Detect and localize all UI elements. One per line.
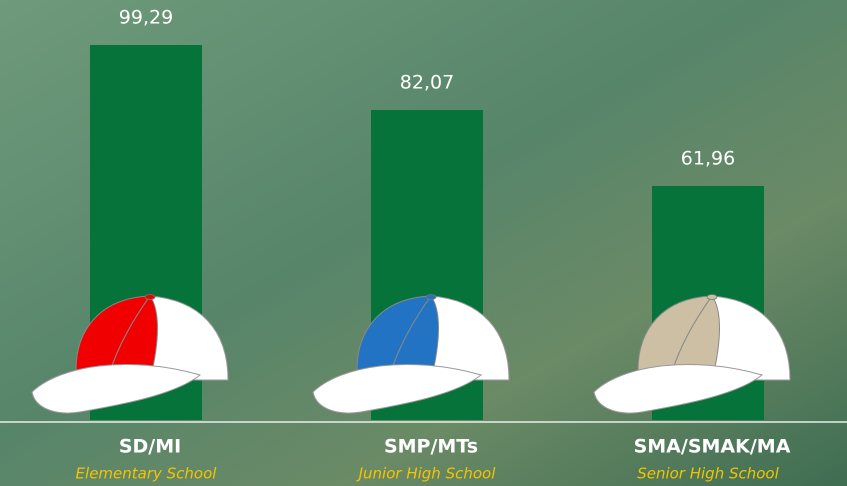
value-label: 61,96 [681,147,735,169]
cap [312,294,510,414]
cap-crown-white [711,295,791,381]
cap-crown-white [430,295,510,381]
cap-brim [312,363,483,414]
category-label: SD/MI [119,436,181,458]
cap [31,294,229,414]
category-label: SMA/SMAK/MA [634,436,791,458]
value-label: 82,07 [400,72,454,94]
cap-brim [31,363,202,414]
cap-brim [593,363,764,414]
cap-crown-white [149,295,229,381]
cap-button [425,294,437,300]
category-subtitle: Senior High School [637,465,779,483]
category-subtitle: Elementary School [76,465,218,483]
category-subtitle: Junior High School [356,465,497,483]
cap [593,294,791,414]
cap-button [706,294,718,300]
value-label: 99,29 [119,7,173,29]
category-label: SMP/MTs [384,436,478,458]
cap-button [144,294,156,300]
